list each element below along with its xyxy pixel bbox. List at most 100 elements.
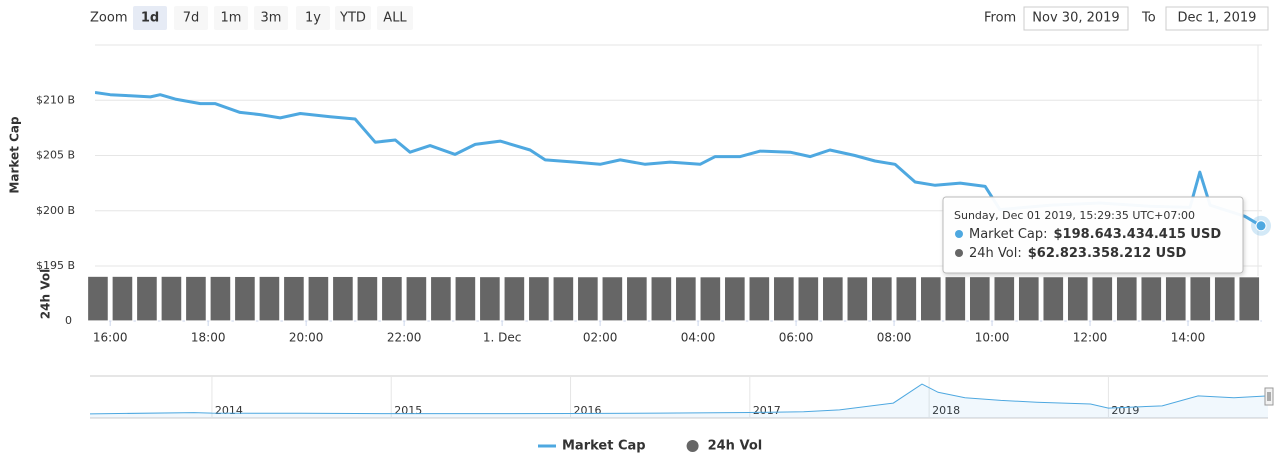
volume-bar [552, 276, 575, 322]
volume-bar [968, 275, 991, 322]
volume-bar [699, 276, 722, 322]
volume-bar [429, 275, 452, 322]
tooltip-dot [955, 249, 963, 257]
volume-bar [1189, 276, 1212, 322]
volume-bar [111, 275, 134, 322]
volume-bar [527, 275, 550, 322]
tooltip-row: Market Cap: $198.643.434.415 USD [969, 227, 1221, 242]
volume-bar [846, 276, 869, 322]
volume-bar [160, 275, 183, 322]
x-tick-label: 14:00 [1171, 331, 1206, 345]
volume-bar [821, 276, 844, 322]
zoom-button-bg [214, 6, 248, 30]
zoom-button-label: 7d [183, 11, 200, 26]
zoom-button[interactable]: 1d [133, 6, 167, 30]
tooltip-row: 24h Vol: $62.823.358.212 USD [969, 246, 1187, 261]
volume-bar [723, 276, 746, 322]
navigator-line [89, 383, 1269, 415]
volume-bar [919, 276, 942, 322]
volume-bar [1115, 276, 1138, 322]
zoom-button-bg [296, 6, 330, 30]
zoom-button-label: ALL [383, 11, 407, 26]
volume-bar [307, 275, 330, 322]
volume-bar [944, 275, 967, 322]
from-label: From [984, 11, 1016, 26]
legend-item[interactable]: Market Cap [538, 439, 646, 454]
volume-bar [601, 276, 624, 322]
zoom-button[interactable]: YTD [335, 6, 371, 30]
navigator-tick-label: 2014 [215, 404, 243, 417]
y-tick-label: $200 B [36, 204, 75, 217]
volume-bar [184, 275, 207, 322]
volume-bar [86, 275, 109, 322]
y2-axis-title: 24h Vol [39, 269, 53, 319]
zoom-button[interactable]: 7d [174, 6, 208, 30]
zoom-button-label: 1y [305, 11, 321, 26]
x-tick-label: 12:00 [1073, 331, 1108, 345]
zoom-button-label: 1m [221, 11, 242, 26]
x-tick-label: 10:00 [975, 331, 1010, 345]
y-tick-label: $210 B [36, 93, 75, 106]
navigator-handle[interactable] [1264, 387, 1274, 406]
volume-bar [503, 275, 526, 322]
volume-bar [209, 275, 232, 322]
volume-bar [748, 276, 771, 322]
volume-bar [1238, 276, 1261, 322]
volume-bar [1066, 276, 1089, 322]
volume-bar [797, 276, 820, 322]
y2-tick-label: 0 [65, 314, 72, 327]
volume-bar [895, 276, 918, 322]
volume-bar [478, 275, 501, 322]
x-tick-label: 20:00 [289, 331, 324, 345]
to-input[interactable] [1165, 6, 1269, 31]
y-tick-label: $205 B [36, 149, 75, 162]
x-tick-label: 22:00 [387, 331, 422, 345]
zoom-button-label: 1d [141, 11, 159, 26]
legend-item[interactable]: 24h Vol [686, 439, 763, 454]
volume-bar [674, 276, 697, 322]
volume-bar [1017, 276, 1040, 322]
tooltip-row-value: $198.643.434.415 USD [1054, 227, 1222, 242]
x-tick-label: 06:00 [779, 331, 814, 345]
volume-bar [1213, 276, 1236, 322]
zoom-button-label: 3m [261, 11, 282, 26]
tooltip-dot [955, 230, 963, 238]
volume-bar [331, 275, 354, 322]
x-tick-label: 08:00 [877, 331, 912, 345]
volume-bar [233, 275, 256, 322]
volume-bar [282, 275, 305, 322]
tooltip-row-label: 24h Vol: [969, 246, 1022, 261]
volume-bar [454, 275, 477, 322]
zoom-button-bg [174, 6, 208, 30]
x-tick-label: 02:00 [583, 331, 618, 345]
from-value: Nov 30, 2019 [1032, 11, 1119, 26]
tooltip-row-label: Market Cap: [969, 227, 1048, 242]
zoom-button[interactable]: 3m [254, 6, 288, 30]
volume-bar [870, 276, 893, 322]
navigator-tick-label: 2017 [753, 404, 781, 417]
y-tick-label: $195 B [36, 259, 75, 272]
zoom-button[interactable]: ALL [377, 6, 413, 30]
zoom-button[interactable]: 1y [296, 6, 330, 30]
x-tick-label: 16:00 [93, 331, 128, 345]
zoom-button-bg [377, 6, 413, 30]
x-tick-label: 18:00 [191, 331, 226, 345]
volume-bar [993, 275, 1016, 322]
zoom-button-bg [254, 6, 288, 30]
to-label: To [1141, 11, 1156, 26]
x-tick-label: 1. Dec [483, 331, 521, 345]
volume-bar [625, 276, 648, 322]
navigator-tick-label: 2018 [932, 404, 960, 417]
zoom-button-label: YTD [339, 11, 366, 26]
legend-label: Market Cap [562, 439, 646, 454]
from-input[interactable] [1023, 6, 1129, 31]
zoom-button[interactable]: 1m [214, 6, 248, 30]
zoom-button-bg [133, 6, 167, 30]
volume-bar [135, 275, 158, 322]
tooltip-row-value: $62.823.358.212 USD [1028, 246, 1187, 261]
volume-bar [772, 276, 795, 322]
y-axis-title: Market Cap [8, 116, 22, 194]
volume-bar [1091, 276, 1114, 322]
volume-bar [380, 275, 403, 322]
